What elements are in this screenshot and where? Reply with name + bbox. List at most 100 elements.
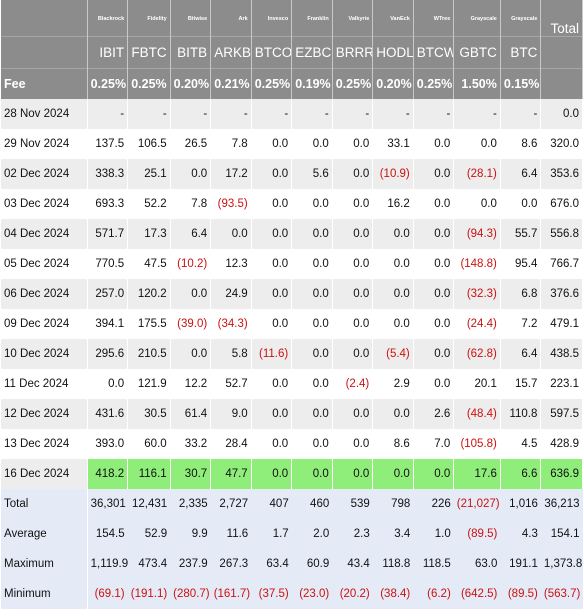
flow-value: (10.2) <box>170 248 212 279</box>
summary-row: Total 36,301 12,431 2,335 2,727 407 460 539 798 2… <box>1 488 583 519</box>
fee-value: 0.21% <box>210 67 252 99</box>
row-total: 766.7 <box>540 248 583 279</box>
flow-value: 0.0 <box>332 128 374 159</box>
summary-row: Average 154.5 52.9 9.9 11.6 1.7 2.0 2.3 3.4 1.0 (8… <box>1 518 583 549</box>
summary-value: 4.3 <box>500 518 541 549</box>
summary-value: (280.7) <box>170 578 211 609</box>
summary-value: (38.4) <box>372 578 414 609</box>
flow-value: 30.7 <box>170 458 212 489</box>
ticker-label: BTCW <box>413 35 455 68</box>
fee-value: 0.20% <box>170 67 212 99</box>
row-date: 29 Nov 2024 <box>1 128 88 159</box>
flow-value: 2.6 <box>413 398 455 429</box>
table-row: 06 Dec 2024 257.0 120.2 0.0 24.9 0.0 0.0 0.0 0.0… <box>1 278 583 309</box>
fee-value: 0.25% <box>87 67 129 99</box>
flow-value: 26.5 <box>170 128 212 159</box>
flow-value: 0.0 <box>453 128 501 159</box>
flow-value: 0.0 <box>251 128 293 159</box>
row-total: 636.9 <box>540 458 583 489</box>
issuer-name: VanEck <box>372 0 414 36</box>
flow-value: 15.7 <box>500 368 542 399</box>
flow-value: 106.5 <box>127 128 171 159</box>
issuer-name: Ark <box>210 0 252 36</box>
flow-value: 0.0 <box>291 308 333 339</box>
row-total: 479.1 <box>540 308 583 339</box>
flow-value: - <box>453 98 501 129</box>
summary-value: 191.1 <box>500 548 541 579</box>
summary-value: 407 <box>251 488 292 519</box>
flow-value: 2.9 <box>372 368 414 399</box>
fee-value: 0.25% <box>251 67 293 99</box>
flow-value: 0.0 <box>170 158 212 189</box>
flow-value: 121.9 <box>127 368 171 399</box>
summary-value: 1,016 <box>500 488 541 519</box>
flow-value: 693.3 <box>87 188 129 219</box>
flow-value: 0.0 <box>291 248 333 279</box>
flow-value: 8.6 <box>500 128 542 159</box>
flow-value: (10.9) <box>372 158 414 189</box>
flow-value: - <box>500 98 542 129</box>
summary-value: 237.9 <box>170 548 211 579</box>
summary-value: 154.5 <box>87 518 128 549</box>
row-date: 04 Dec 2024 <box>1 218 88 249</box>
row-date: 06 Dec 2024 <box>1 278 88 309</box>
flow-value: 0.0 <box>413 308 455 339</box>
summary-value: 3.4 <box>372 518 414 549</box>
flow-value: (93.5) <box>210 188 252 219</box>
table-row: 05 Dec 2024 770.5 47.5 (10.2) 12.3 0.0 0.0 0.0 0… <box>1 248 583 279</box>
flow-value: (39.0) <box>170 308 212 339</box>
flow-value: 0.0 <box>210 218 252 249</box>
summary-value: 118.5 <box>413 548 454 579</box>
summary-row: Minimum (69.1) (191.1) (280.7) (161.7) (37.5)… <box>1 578 583 609</box>
flow-value: 24.9 <box>210 278 252 309</box>
flow-value: 0.0 <box>291 458 333 489</box>
flow-value: 4.5 <box>500 428 542 459</box>
row-total: 597.5 <box>540 398 583 429</box>
summary-value: 473.4 <box>127 548 171 579</box>
flow-value: (62.8) <box>453 338 501 369</box>
flow-value: (105.8) <box>453 428 501 459</box>
summary-label: Total <box>1 488 88 519</box>
row-date: 12 Dec 2024 <box>1 398 88 429</box>
corner-cell <box>1 35 88 68</box>
summary-value: 63.4 <box>251 548 292 579</box>
fee-value: 0.19% <box>291 67 333 99</box>
flow-value: 52.7 <box>210 368 252 399</box>
flow-value: (11.6) <box>251 338 293 369</box>
flow-value: 338.3 <box>87 158 129 189</box>
summary-value: (69.1) <box>87 578 128 609</box>
summary-value: (89.5) <box>453 518 501 549</box>
summary-total: (563.7) <box>540 578 583 609</box>
fee-value: 0.20% <box>372 67 414 99</box>
issuer-name: Invesco <box>251 0 293 36</box>
issuer-name: Grayscale <box>500 0 542 36</box>
flow-value: 0.0 <box>291 188 333 219</box>
flow-value: (5.4) <box>372 338 414 369</box>
flow-value: 17.6 <box>453 458 501 489</box>
flow-value: 0.0 <box>170 278 212 309</box>
summary-value: (191.1) <box>127 578 171 609</box>
summary-value: 36,301 <box>87 488 128 519</box>
summary-total: 1,373.8 <box>540 548 583 579</box>
flow-value: 210.5 <box>127 338 171 369</box>
summary-value: (20.2) <box>332 578 373 609</box>
row-total: 223.1 <box>540 368 583 399</box>
row-date: 13 Dec 2024 <box>1 428 88 459</box>
flow-value: 0.0 <box>372 308 414 339</box>
summary-value: (642.5) <box>453 578 501 609</box>
total-header: Total <box>540 0 583 36</box>
flow-value: 0.0 <box>291 338 333 369</box>
ticker-label: GBTC <box>453 35 501 68</box>
row-date: 10 Dec 2024 <box>1 338 88 369</box>
flow-value: 418.2 <box>87 458 129 489</box>
ticker-label: BTCO <box>251 35 293 68</box>
flow-value: 0.0 <box>291 398 333 429</box>
fee-value: 0.25% <box>332 67 374 99</box>
flow-value: 431.6 <box>87 398 129 429</box>
flow-value: 0.0 <box>251 188 293 219</box>
flow-value: 0.0 <box>251 428 293 459</box>
flow-value: 0.0 <box>251 458 293 489</box>
flow-value: 257.0 <box>87 278 129 309</box>
ticker-label: FBTC <box>127 35 171 68</box>
